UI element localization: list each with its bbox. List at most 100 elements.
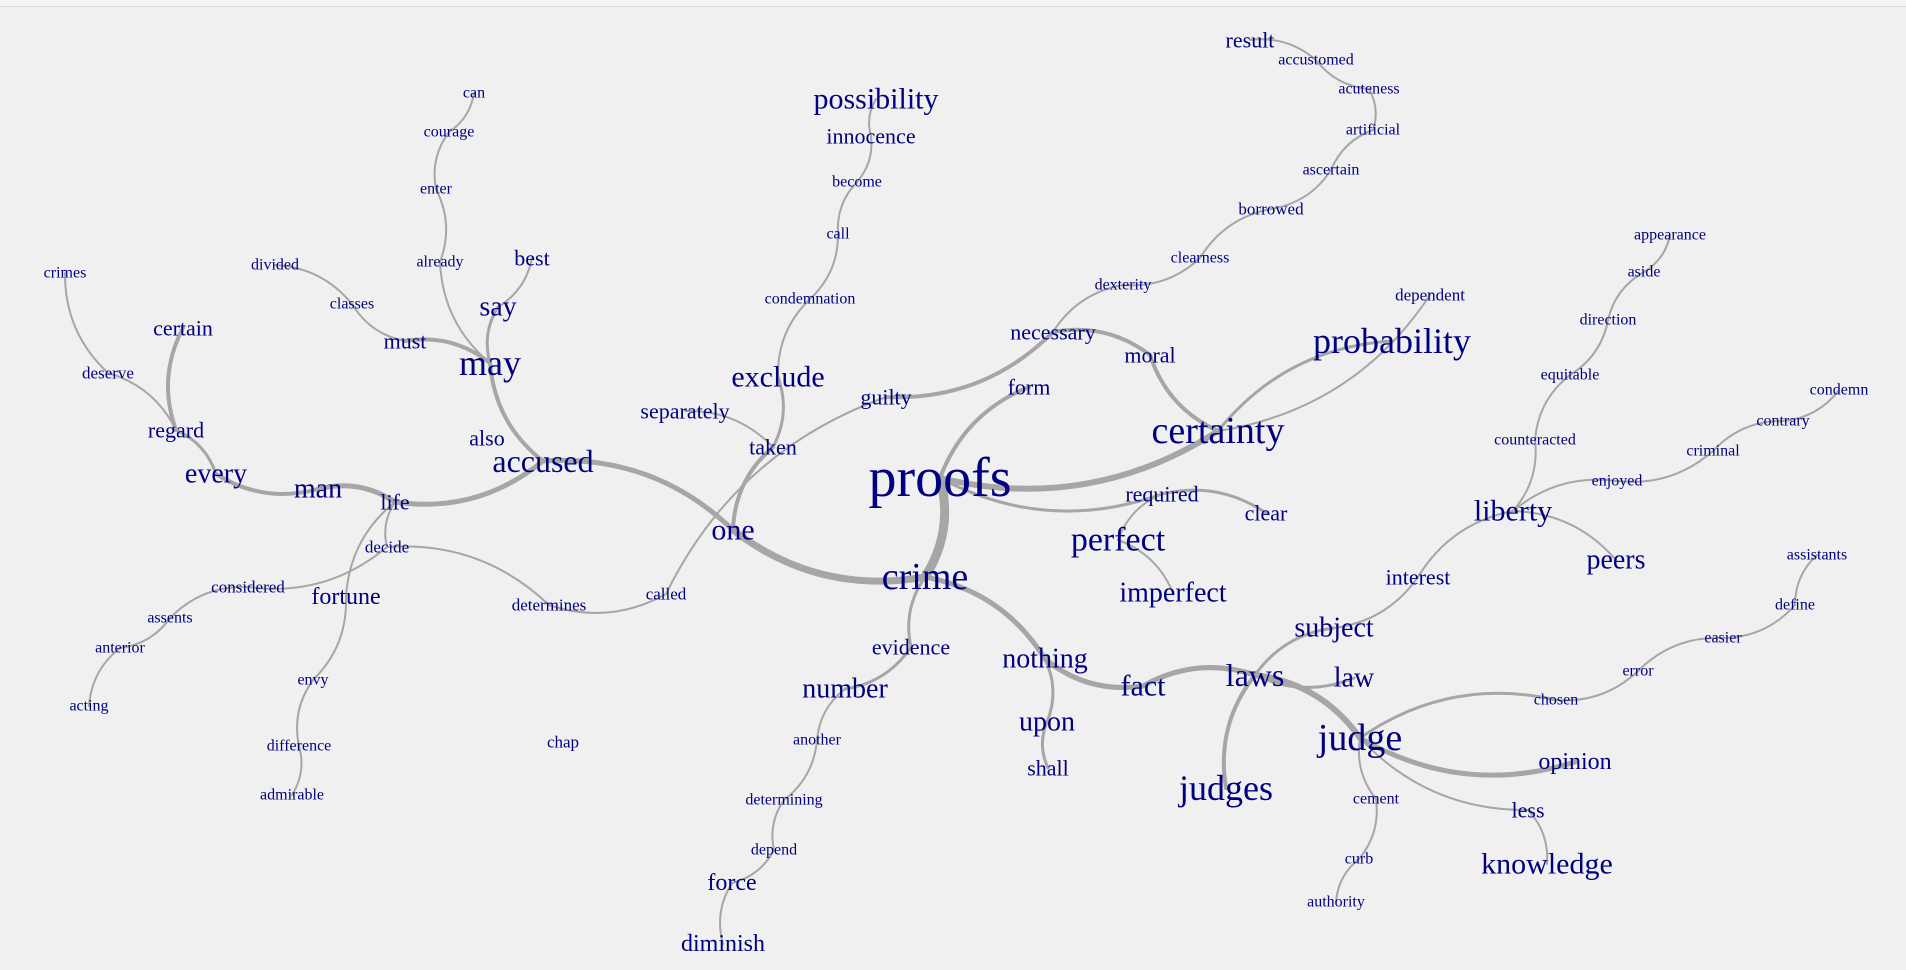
word-node-exclude[interactable]: exclude xyxy=(731,361,824,394)
word-node-opinion[interactable]: opinion xyxy=(1538,749,1611,775)
word-node-anterior[interactable]: anterior xyxy=(95,640,145,657)
word-node-authority[interactable]: authority xyxy=(1307,894,1365,911)
word-node-fact[interactable]: fact xyxy=(1121,670,1167,703)
word-node-one[interactable]: one xyxy=(711,514,754,547)
word-node-judge[interactable]: judge xyxy=(1316,717,1402,759)
word-node-deserve[interactable]: deserve xyxy=(82,364,134,383)
word-node-classes[interactable]: classes xyxy=(330,296,374,313)
word-node-envy[interactable]: envy xyxy=(297,672,328,689)
word-node-liberty[interactable]: liberty xyxy=(1474,495,1552,528)
word-node-define[interactable]: define xyxy=(1775,597,1815,614)
word-node-perfect[interactable]: perfect xyxy=(1071,522,1166,559)
word-node-ascertain[interactable]: ascertain xyxy=(1303,162,1360,179)
word-node-dependent[interactable]: dependent xyxy=(1395,286,1465,305)
word-node-less[interactable]: less xyxy=(1512,798,1545,823)
word-node-determining[interactable]: determining xyxy=(745,792,822,809)
word-node-depend[interactable]: depend xyxy=(751,842,797,859)
word-node-become[interactable]: become xyxy=(832,174,882,191)
word-node-difference[interactable]: difference xyxy=(267,738,332,755)
word-node-force[interactable]: force xyxy=(707,870,756,896)
word-node-nothing[interactable]: nothing xyxy=(1002,644,1088,675)
word-node-easier[interactable]: easier xyxy=(1704,630,1742,647)
word-node-diminish[interactable]: diminish xyxy=(681,931,765,957)
word-node-decide[interactable]: decide xyxy=(365,538,409,557)
word-node-cement[interactable]: cement xyxy=(1353,791,1400,808)
word-node-can[interactable]: can xyxy=(463,85,485,102)
word-node-laws[interactable]: laws xyxy=(1226,657,1285,693)
word-node-considered[interactable]: considered xyxy=(211,578,285,597)
word-node-judges[interactable]: judges xyxy=(1177,768,1273,808)
word-node-call[interactable]: call xyxy=(826,226,850,243)
word-node-result[interactable]: result xyxy=(1226,28,1275,53)
word-node-appearance[interactable]: appearance xyxy=(1634,227,1706,244)
word-node-admirable[interactable]: admirable xyxy=(260,787,324,804)
word-node-clear[interactable]: clear xyxy=(1245,501,1288,526)
word-node-separately[interactable]: separately xyxy=(640,399,729,424)
word-node-innocence[interactable]: innocence xyxy=(826,124,915,149)
word-node-guilty[interactable]: guilty xyxy=(860,385,911,410)
word-node-may[interactable]: may xyxy=(459,343,521,383)
word-node-probability[interactable]: probability xyxy=(1313,321,1471,361)
word-node-regard[interactable]: regard xyxy=(148,418,204,443)
word-node-chap[interactable]: chap xyxy=(547,733,579,752)
word-node-crimes[interactable]: crimes xyxy=(44,265,87,282)
word-node-counteracted[interactable]: counteracted xyxy=(1494,432,1576,449)
word-node-say[interactable]: say xyxy=(479,292,516,323)
word-node-certain[interactable]: certain xyxy=(153,316,213,341)
word-node-imperfect[interactable]: imperfect xyxy=(1119,578,1226,609)
word-node-also[interactable]: also xyxy=(469,426,504,451)
word-node-chosen[interactable]: chosen xyxy=(1534,692,1578,709)
word-node-artificial[interactable]: artificial xyxy=(1346,122,1401,139)
word-node-best[interactable]: best xyxy=(514,246,549,271)
word-node-curb[interactable]: curb xyxy=(1345,851,1373,868)
word-node-fortune[interactable]: fortune xyxy=(311,584,380,610)
word-node-accustomed[interactable]: accustomed xyxy=(1278,52,1354,69)
word-node-upon[interactable]: upon xyxy=(1019,707,1075,738)
word-node-enter[interactable]: enter xyxy=(420,181,453,198)
word-node-contrary[interactable]: contrary xyxy=(1756,413,1809,430)
word-node-necessary[interactable]: necessary xyxy=(1010,320,1096,345)
word-node-borrowed[interactable]: borrowed xyxy=(1238,200,1304,219)
word-node-knowledge[interactable]: knowledge xyxy=(1481,848,1613,881)
word-node-every[interactable]: every xyxy=(185,459,247,490)
word-node-interest[interactable]: interest xyxy=(1386,565,1451,590)
word-node-proofs[interactable]: proofs xyxy=(868,447,1011,509)
word-node-acuteness[interactable]: acuteness xyxy=(1338,81,1399,98)
word-node-life[interactable]: life xyxy=(380,490,409,515)
word-node-equitable[interactable]: equitable xyxy=(1541,367,1600,384)
word-node-determines[interactable]: determines xyxy=(512,596,587,615)
word-node-crime[interactable]: crime xyxy=(882,556,969,598)
word-node-accused[interactable]: accused xyxy=(492,443,593,479)
word-node-must[interactable]: must xyxy=(384,329,427,354)
word-node-condemn[interactable]: condemn xyxy=(1810,382,1869,399)
word-node-number[interactable]: number xyxy=(802,674,888,705)
word-node-subject[interactable]: subject xyxy=(1294,613,1374,644)
word-node-moral[interactable]: moral xyxy=(1124,343,1175,368)
word-node-aside[interactable]: aside xyxy=(1628,264,1661,281)
word-node-enjoyed[interactable]: enjoyed xyxy=(1592,473,1643,490)
word-node-form[interactable]: form xyxy=(1008,375,1051,400)
word-node-error[interactable]: error xyxy=(1622,663,1654,680)
word-node-another[interactable]: another xyxy=(793,732,842,749)
word-node-law[interactable]: law xyxy=(1334,663,1375,694)
word-node-acting[interactable]: acting xyxy=(69,698,108,715)
word-node-evidence[interactable]: evidence xyxy=(872,635,950,660)
word-node-criminal[interactable]: criminal xyxy=(1686,443,1740,460)
word-node-divided[interactable]: divided xyxy=(251,257,299,274)
word-node-peers[interactable]: peers xyxy=(1586,545,1645,576)
word-node-called[interactable]: called xyxy=(646,585,687,604)
word-node-clearness[interactable]: clearness xyxy=(1171,250,1230,267)
word-node-taken[interactable]: taken xyxy=(749,435,797,460)
word-node-condemnation[interactable]: condemnation xyxy=(765,291,856,308)
word-node-courage[interactable]: courage xyxy=(424,124,475,141)
word-node-certainty[interactable]: certainty xyxy=(1152,410,1285,452)
word-node-possibility[interactable]: possibility xyxy=(813,83,938,116)
word-node-shall[interactable]: shall xyxy=(1027,756,1069,781)
word-node-required[interactable]: required xyxy=(1125,482,1198,507)
word-node-direction[interactable]: direction xyxy=(1580,312,1637,329)
word-node-assents[interactable]: assents xyxy=(147,610,192,627)
word-node-dexterity[interactable]: dexterity xyxy=(1095,277,1152,294)
word-node-already[interactable]: already xyxy=(416,254,463,271)
word-node-assistants[interactable]: assistants xyxy=(1787,547,1847,564)
word-node-man[interactable]: man xyxy=(294,474,342,505)
